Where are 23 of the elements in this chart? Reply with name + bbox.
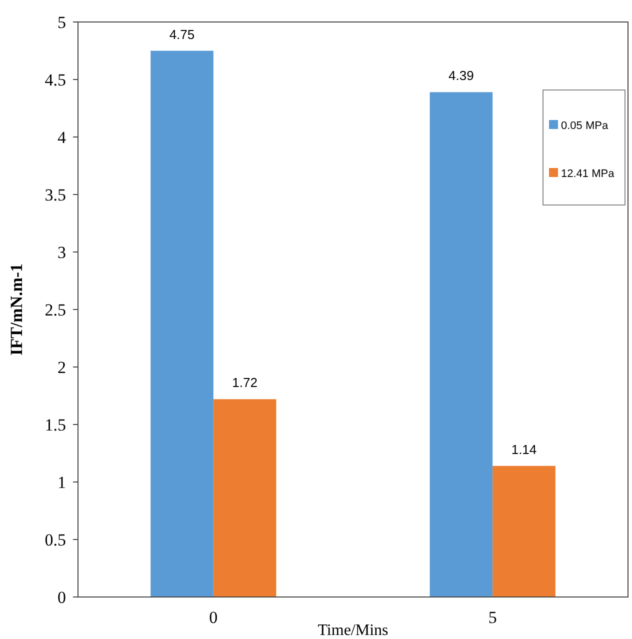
y-tick-label: 3.5 xyxy=(44,185,66,204)
data-label: 1.72 xyxy=(232,375,258,390)
legend-label: 0.05 MPa xyxy=(561,120,609,132)
y-tick-label: 0 xyxy=(58,588,66,607)
y-tick-label: 1 xyxy=(58,472,66,492)
data-label: 1.14 xyxy=(511,442,537,457)
y-tick-label: 1.5 xyxy=(44,415,66,434)
y-tick-label: 0.5 xyxy=(44,530,66,550)
y-axis-title: IFT/mN.m-1 xyxy=(7,263,26,356)
bar xyxy=(150,50,214,597)
data-label: 4.75 xyxy=(169,26,195,42)
y-tick-label: 4 xyxy=(58,128,66,147)
y-tick-label: 5 xyxy=(58,12,66,32)
data-label: 4.39 xyxy=(448,68,474,84)
y-tick-label: 2 xyxy=(58,358,66,377)
x-axis-title: Time/Mins xyxy=(318,622,388,639)
bar xyxy=(430,92,493,597)
y-tick-label: 4.5 xyxy=(44,70,66,90)
y-tick-label: 3 xyxy=(58,242,66,262)
bar xyxy=(213,399,276,597)
legend-label: 12.41 MPa xyxy=(561,168,616,180)
bar xyxy=(492,466,556,597)
y-tick-label: 2.5 xyxy=(44,300,66,320)
